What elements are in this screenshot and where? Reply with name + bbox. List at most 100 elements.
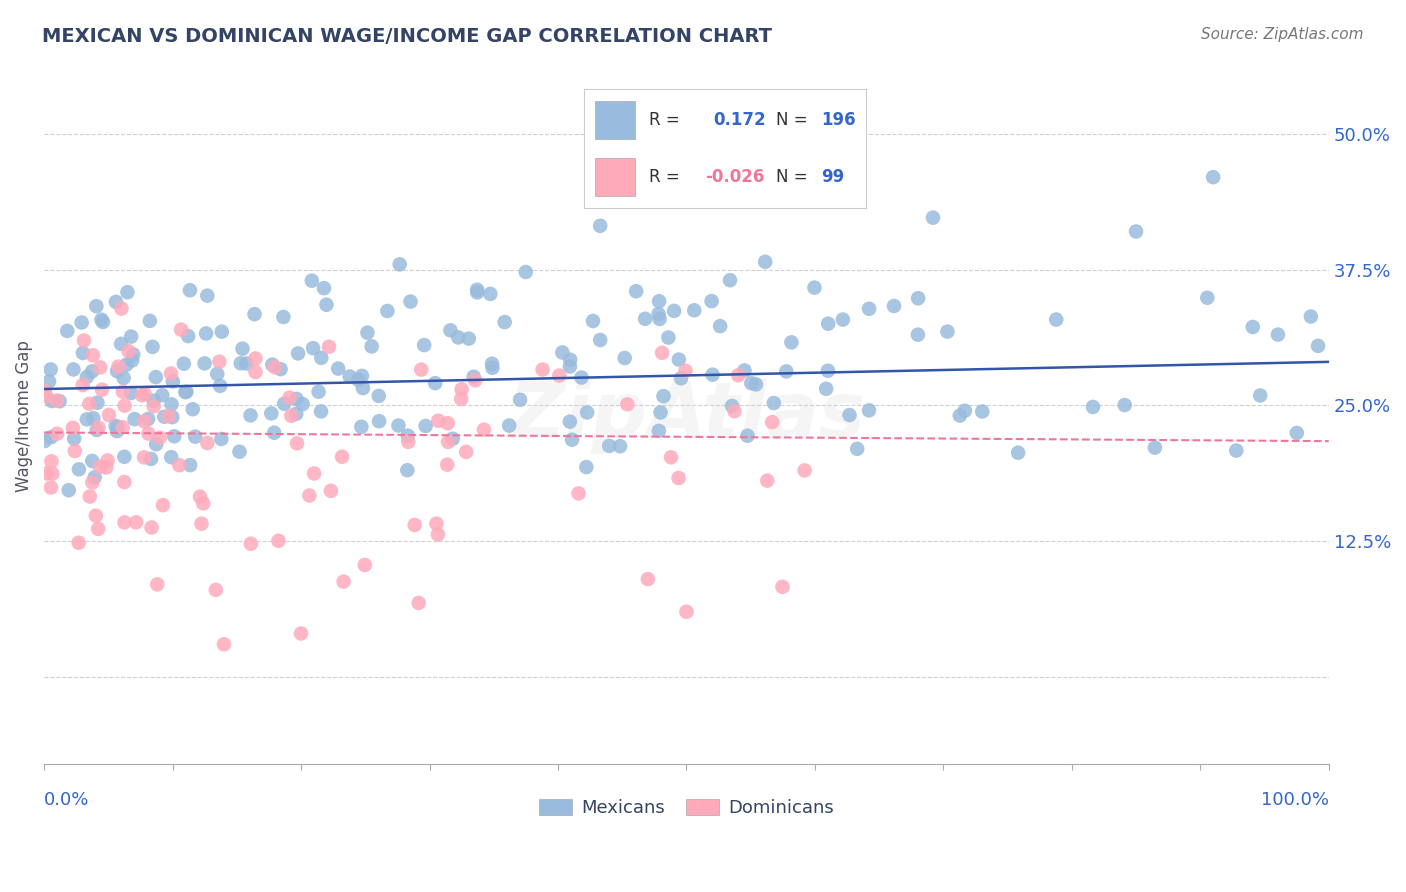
- Point: [245, 351, 267, 366]
- Point: [803, 280, 825, 294]
- Point: [87, 522, 110, 536]
- Point: [157, 409, 180, 424]
- Point: [727, 368, 749, 383]
- Point: [464, 373, 486, 387]
- Point: [648, 424, 671, 438]
- Point: [136, 412, 159, 426]
- Point: [350, 419, 373, 434]
- Point: [637, 572, 659, 586]
- Point: [121, 353, 143, 368]
- Point: [330, 450, 353, 464]
- Point: [124, 412, 146, 426]
- Point: [91, 315, 114, 329]
- Point: [668, 352, 690, 367]
- Point: [662, 304, 685, 318]
- Point: [613, 351, 636, 365]
- Point: [309, 404, 332, 418]
- Point: [245, 365, 267, 379]
- Point: [170, 323, 193, 337]
- Point: [624, 284, 647, 298]
- Point: [39, 362, 62, 376]
- Point: [181, 402, 204, 417]
- Point: [404, 518, 426, 533]
- Point: [82, 364, 104, 378]
- Point: [742, 145, 765, 159]
- Point: [838, 408, 860, 422]
- Point: [936, 325, 959, 339]
- Point: [63, 444, 86, 458]
- Point: [1249, 388, 1271, 402]
- Point: [436, 416, 458, 430]
- Point: [160, 397, 183, 411]
- Point: [205, 582, 228, 597]
- Point: [311, 351, 333, 365]
- Point: [399, 294, 422, 309]
- Point: [339, 369, 361, 384]
- Point: [548, 368, 571, 383]
- Point: [567, 486, 589, 500]
- Point: [647, 307, 669, 321]
- Point: [34, 434, 56, 448]
- Point: [41, 467, 63, 481]
- Point: [84, 508, 107, 523]
- Point: [302, 467, 325, 481]
- Point: [388, 257, 411, 271]
- Point: [209, 379, 232, 393]
- Point: [105, 364, 128, 378]
- Point: [457, 332, 479, 346]
- Point: [883, 299, 905, 313]
- Point: [176, 384, 198, 399]
- Point: [122, 347, 145, 361]
- Point: [858, 403, 880, 417]
- Point: [97, 408, 120, 422]
- Point: [498, 418, 520, 433]
- Point: [35, 389, 58, 403]
- Point: [152, 498, 174, 512]
- Point: [76, 370, 98, 384]
- Point: [648, 294, 671, 309]
- Point: [447, 330, 470, 344]
- Point: [117, 344, 139, 359]
- Point: [86, 423, 108, 437]
- Point: [262, 358, 284, 372]
- Point: [46, 393, 69, 408]
- Point: [267, 533, 290, 548]
- Point: [208, 354, 231, 368]
- Point: [387, 418, 409, 433]
- Point: [657, 330, 679, 344]
- Point: [163, 429, 186, 443]
- Point: [718, 273, 741, 287]
- Point: [120, 329, 142, 343]
- Point: [949, 409, 972, 423]
- Point: [439, 323, 461, 337]
- Point: [179, 283, 201, 297]
- Point: [139, 314, 162, 328]
- Point: [858, 301, 880, 316]
- Point: [41, 394, 63, 409]
- Point: [134, 386, 156, 401]
- Point: [668, 471, 690, 485]
- Point: [558, 415, 581, 429]
- Point: [1125, 225, 1147, 239]
- Point: [652, 389, 675, 403]
- Point: [111, 420, 134, 434]
- Point: [669, 371, 692, 385]
- Point: [352, 381, 374, 395]
- Point: [62, 362, 84, 376]
- Point: [651, 346, 673, 360]
- Point: [287, 346, 309, 360]
- Point: [228, 444, 250, 458]
- Point: [396, 434, 419, 449]
- Point: [772, 580, 794, 594]
- Point: [312, 281, 335, 295]
- Point: [463, 369, 485, 384]
- Point: [177, 329, 200, 343]
- Text: 0.0%: 0.0%: [44, 791, 90, 809]
- Point: [141, 520, 163, 534]
- Point: [456, 445, 478, 459]
- Point: [142, 400, 165, 414]
- Point: [231, 342, 253, 356]
- Point: [63, 432, 86, 446]
- Point: [149, 431, 172, 445]
- Point: [48, 394, 70, 409]
